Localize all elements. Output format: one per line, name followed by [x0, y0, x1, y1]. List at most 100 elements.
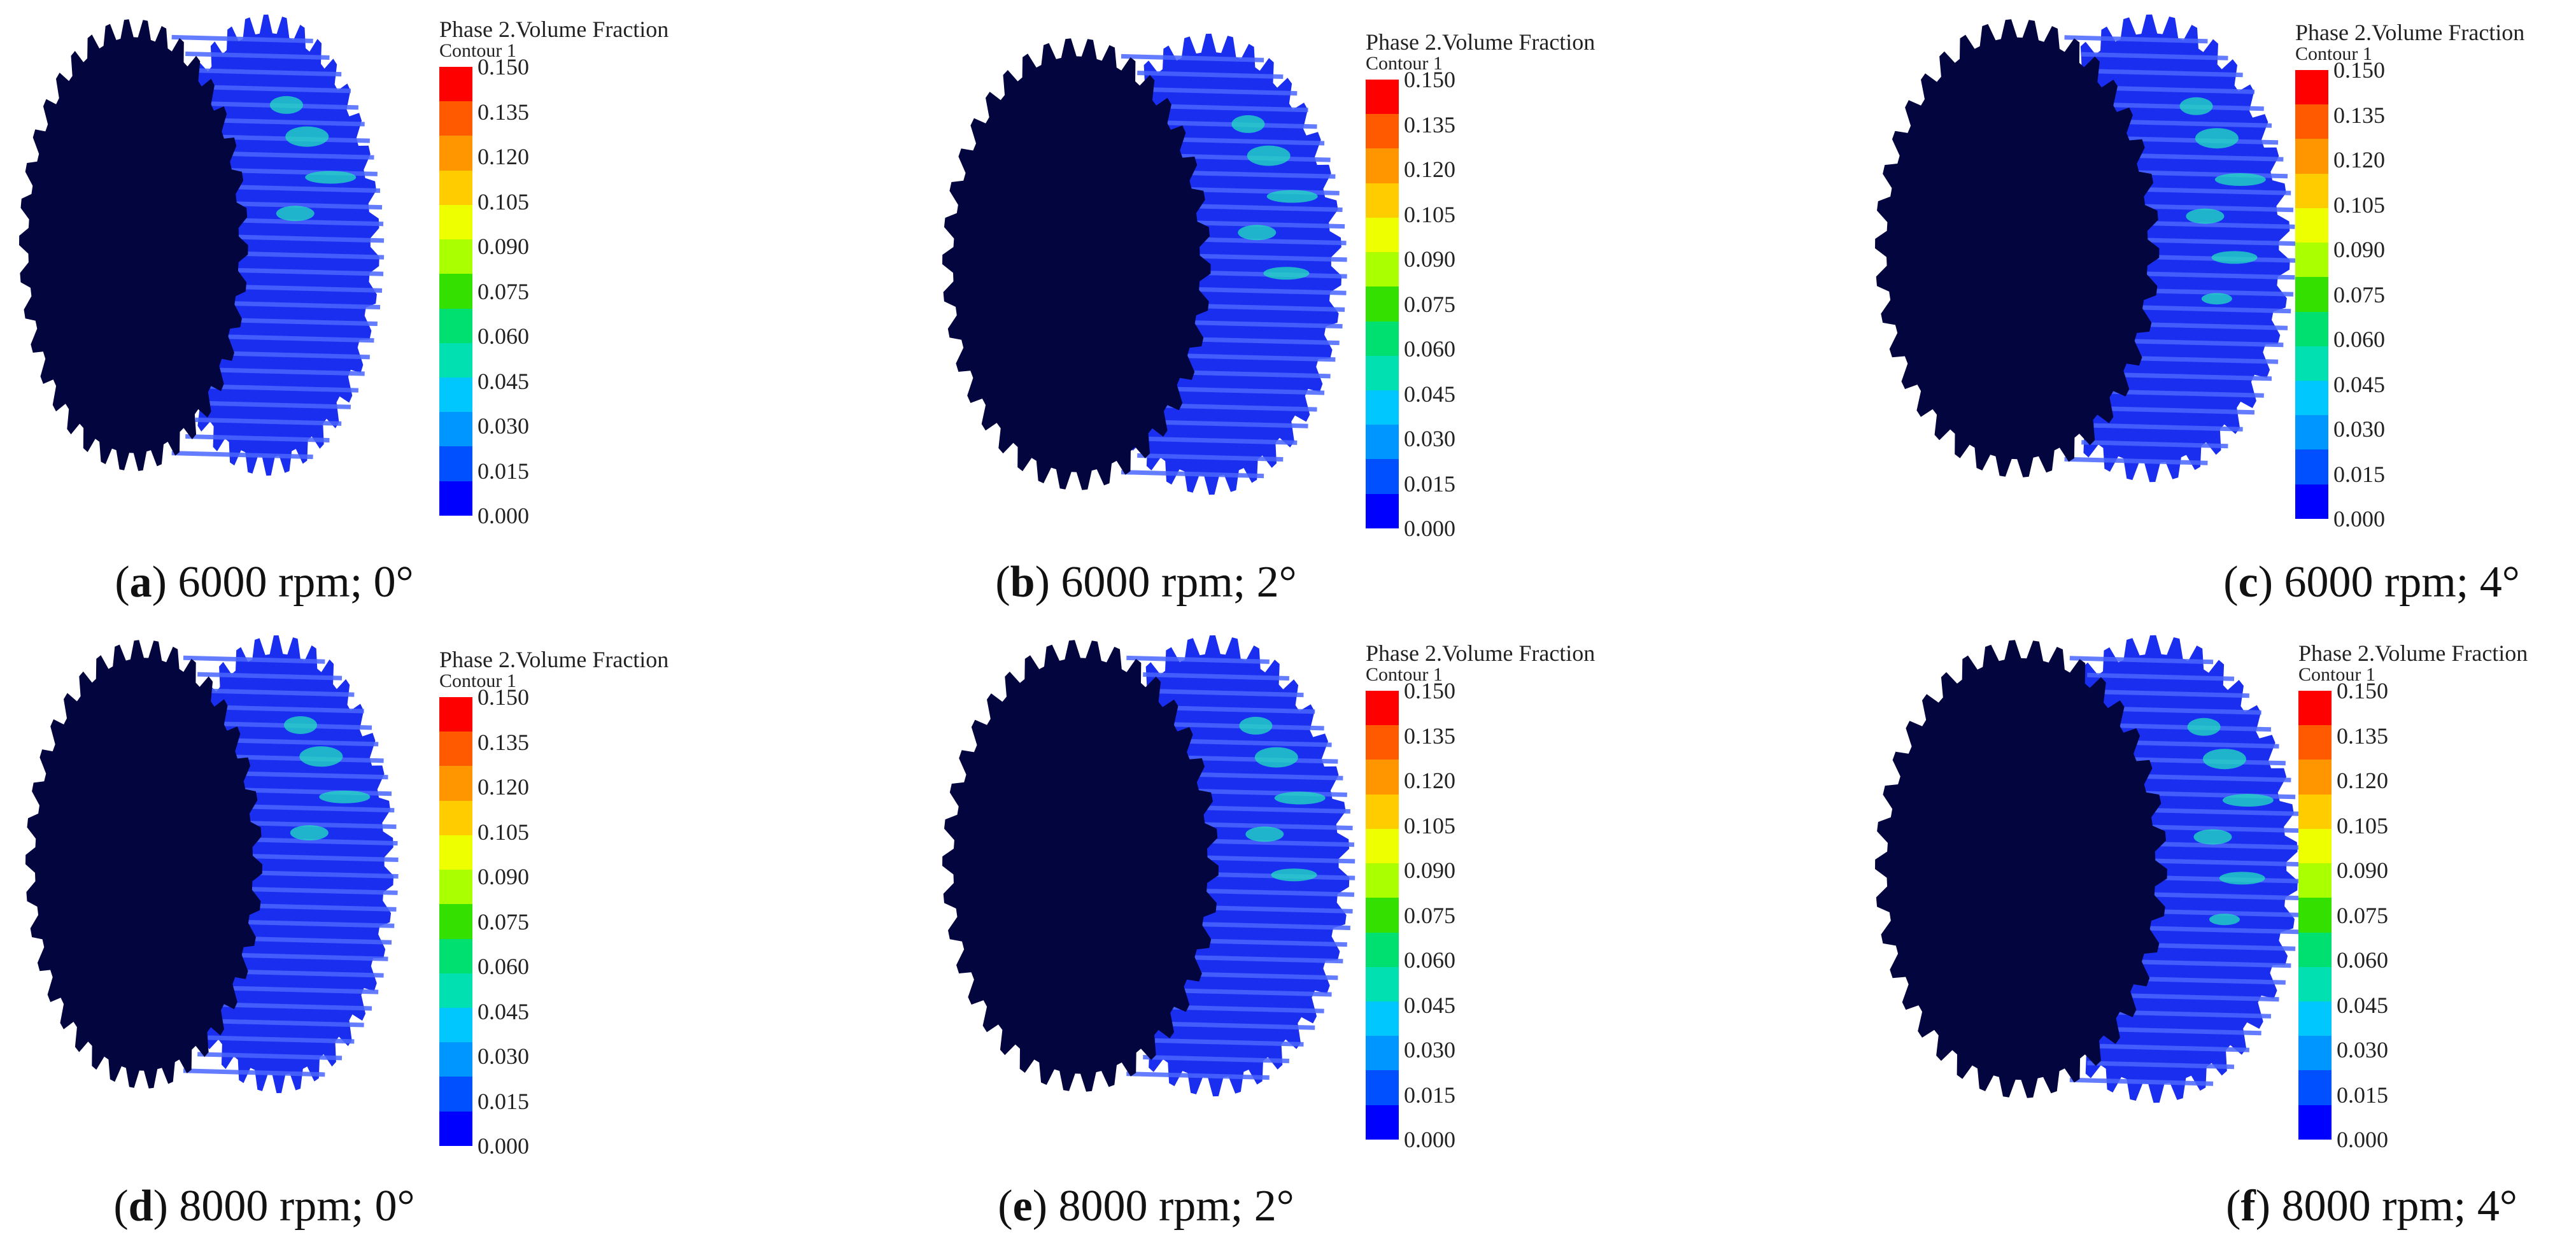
- oil-spot: [269, 95, 303, 114]
- colorbar-tick-label: 0.015: [478, 458, 529, 484]
- tooth-edge: [227, 738, 379, 747]
- tooth-edge: [2137, 271, 2295, 280]
- oil-spot: [1271, 868, 1317, 882]
- tooth-edge: [2142, 824, 2302, 833]
- colorbar-band: [2295, 139, 2328, 174]
- colorbar-band: [439, 1007, 472, 1043]
- caption-b: (b) 6000 rpm; 2°: [995, 558, 1297, 607]
- gear-render-f: [1875, 635, 2304, 1103]
- colorbar-band: [2295, 484, 2328, 519]
- tooth-edge: [1121, 53, 1264, 62]
- panel-b: Phase 2.Volume Fraction Contour 1 0.150 0…: [904, 0, 1757, 630]
- tooth-edge: [1191, 938, 1347, 947]
- colorbar-band: [2298, 863, 2332, 898]
- tooth-edge: [1188, 220, 1345, 229]
- colorbar-band: [1366, 1001, 1399, 1036]
- colorbar-band: [1366, 459, 1399, 494]
- tooth-edge: [2109, 1027, 2261, 1036]
- colorbar: [439, 697, 472, 1146]
- tooth-edge: [185, 434, 330, 442]
- colorbar-tick-label: 0.090: [1404, 858, 1455, 883]
- colorbar-band: [1366, 966, 1399, 1001]
- tooth-edge: [1187, 772, 1343, 781]
- colorbar-band: [439, 697, 472, 732]
- tooth-edge: [2138, 942, 2296, 951]
- colorbar-tick-label: 0.075: [2337, 902, 2388, 928]
- panel-a: Phase 2.Volume Fraction Contour 1 0.150 0…: [0, 0, 853, 630]
- oil-spot: [290, 825, 329, 841]
- colorbar-band: [2298, 828, 2332, 864]
- colorbar-tick-label: 0.000: [1404, 1127, 1455, 1152]
- tooth-edge: [230, 234, 385, 243]
- colorbar: [1366, 691, 1399, 1140]
- colorbar-band: [1366, 493, 1399, 528]
- colorbar-band: [1366, 898, 1399, 933]
- oil-spot: [1238, 225, 1277, 241]
- tooth-edge: [227, 986, 379, 994]
- colorbar-tick-label: 0.045: [1404, 992, 1455, 1018]
- legend-subtitle: Contour 1: [439, 670, 516, 691]
- colorbar-tick-label: 0.045: [1404, 381, 1455, 407]
- tooth-edge: [243, 903, 397, 912]
- tooth-edge: [215, 1019, 364, 1028]
- tooth-edge: [1196, 905, 1353, 914]
- tooth-edge: [1143, 1054, 1289, 1063]
- colorbar-tick-label: 0.135: [2337, 723, 2388, 749]
- tooth-edge: [2093, 423, 2243, 432]
- tooth-edge: [1137, 71, 1284, 80]
- tooth-edge: [209, 384, 358, 393]
- tooth-edge: [2103, 85, 2255, 94]
- oil-spot: [1231, 115, 1265, 133]
- tooth-edge: [215, 118, 365, 127]
- oil-spot: [2214, 173, 2266, 186]
- colorbar-tick-label: 0.150: [2333, 57, 2385, 83]
- colorbar-band: [1366, 183, 1399, 218]
- tooth-edge: [185, 52, 330, 60]
- colorbar-band: [1366, 932, 1399, 967]
- colorbar-tick-label: 0.090: [2333, 237, 2385, 262]
- colorbar-band: [439, 1042, 472, 1077]
- colorbar-band: [439, 446, 472, 481]
- colorbar-tick-label: 0.045: [478, 998, 529, 1024]
- legend-title: Phase 2.Volume Fraction: [1366, 29, 1596, 55]
- tooth-edge: [1197, 838, 1355, 847]
- colorbar-tick-label: 0.030: [1404, 1037, 1455, 1063]
- colorbar-band: [1366, 828, 1399, 864]
- tooth-edge: [2124, 993, 2279, 1002]
- tooth-edge: [2100, 689, 2249, 698]
- panel-c: Phase 2.Volume Fraction Contour 1 0.150 0…: [1865, 0, 2576, 630]
- tooth-edge: [227, 300, 381, 309]
- colorbar-band: [439, 904, 472, 939]
- colorbar-tick-label: 0.105: [2337, 812, 2388, 838]
- colorbar-band: [439, 274, 472, 309]
- tooth-edge: [2137, 237, 2296, 246]
- colorbar-tick-label: 0.045: [2337, 992, 2388, 1018]
- oil-spot: [1263, 267, 1310, 280]
- colorbar-band: [439, 800, 472, 835]
- colorbar-tick-label: 0.030: [2333, 416, 2385, 442]
- caption-c: (c) 6000 rpm; 4°: [2223, 558, 2520, 607]
- colorbar: [2298, 691, 2332, 1140]
- tooth-edge: [239, 788, 392, 796]
- colorbar-band: [1366, 355, 1399, 390]
- colorbar-ticks: 0.150 0.135 0.120 0.105 0.090 0.075 0.060 0.045…: [478, 54, 605, 528]
- tooth-edge: [1184, 187, 1340, 195]
- colorbar-band: [439, 101, 472, 136]
- colorbar-band: [439, 308, 472, 343]
- colorbar-tick-label: 0.090: [478, 864, 529, 889]
- tooth-edge: [222, 334, 374, 343]
- colorbar-band: [2298, 760, 2332, 795]
- colorbar-tick-label: 0.030: [1404, 426, 1455, 451]
- colorbar-band: [1366, 725, 1399, 760]
- colorbar-band: [439, 343, 472, 378]
- colorbar-band: [439, 870, 472, 905]
- tooth-edge: [2087, 672, 2235, 681]
- tooth-edge: [2111, 389, 2264, 398]
- gear-render-e: [942, 635, 1355, 1097]
- tooth-edge: [1154, 1038, 1304, 1047]
- colorbar-tick-label: 0.105: [478, 188, 529, 215]
- colorbar-band: [1366, 148, 1399, 183]
- tooth-edge: [2131, 170, 2288, 179]
- gear-face: [19, 19, 248, 471]
- colorbar-band: [1366, 863, 1399, 898]
